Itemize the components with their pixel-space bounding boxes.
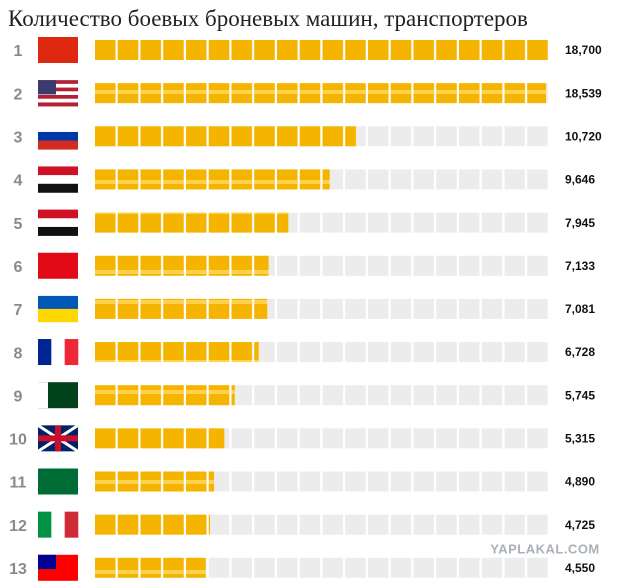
bar (95, 298, 268, 319)
flag-part (38, 91, 78, 96)
flag-part (64, 511, 79, 538)
flag-part (64, 339, 79, 366)
bar (95, 342, 259, 363)
flag-part (38, 218, 78, 228)
flag (38, 554, 78, 581)
flag-part (38, 80, 56, 95)
rank-label: 11 (10, 475, 27, 492)
flag (38, 37, 78, 63)
flag-part (38, 166, 78, 176)
rank-label: 13 (9, 561, 27, 578)
bar (95, 126, 356, 147)
value-label: 7,133 (565, 259, 595, 273)
flag-part (51, 339, 65, 366)
value-label: 9,646 (565, 173, 595, 187)
value-label: 5,745 (565, 388, 595, 402)
value-label: 10,720 (565, 129, 602, 143)
flag-part (38, 175, 78, 185)
rank-label: 1 (14, 43, 23, 60)
bar (95, 83, 547, 104)
flag-part (38, 295, 78, 310)
bar-track (95, 557, 550, 578)
flag-part (38, 435, 78, 442)
value-label: 18,700 (565, 43, 602, 57)
value-label: 4,550 (565, 561, 595, 575)
bar (95, 169, 330, 190)
bar (95, 385, 235, 406)
flag-part (38, 511, 52, 538)
rank-label: 3 (14, 130, 23, 147)
flag (38, 468, 78, 495)
flag-part (38, 468, 78, 495)
flag-part (38, 80, 78, 85)
chart-title: Количество боевых броневых машин, трансп… (8, 6, 528, 31)
flag (37, 424, 79, 453)
bar (95, 212, 289, 233)
flag-part (38, 252, 78, 279)
flag-part (38, 98, 78, 103)
flag-part (38, 554, 56, 570)
bar (95, 428, 225, 449)
flag-part (38, 95, 78, 100)
flag-part (38, 183, 78, 193)
flag-part (38, 226, 78, 236)
value-label: 6,728 (565, 345, 595, 359)
rank-label: 12 (9, 518, 27, 535)
bar (95, 514, 210, 535)
rank-label: 6 (14, 259, 23, 276)
flag-part (38, 83, 78, 88)
flag (38, 382, 78, 409)
bar (95, 40, 550, 60)
bar (95, 255, 269, 276)
rank-label: 7 (14, 302, 23, 319)
flag-part (38, 37, 78, 63)
value-label: 4,890 (565, 475, 595, 489)
rank-label: 9 (14, 388, 23, 405)
flag (38, 511, 79, 538)
bar (95, 557, 206, 578)
flag-part (38, 87, 78, 92)
flag-part (38, 131, 78, 141)
value-label: 5,315 (565, 432, 595, 446)
flag (38, 295, 78, 323)
value-label: 4,725 (565, 518, 595, 532)
rank-label: 2 (14, 86, 23, 103)
flag (38, 339, 79, 366)
flag-part (38, 123, 78, 133)
flag-part (51, 511, 65, 538)
flag-part (38, 382, 48, 409)
rank-label: 8 (14, 345, 23, 362)
flag (38, 80, 78, 107)
watermark: YAPLAKAL.COM (490, 541, 600, 556)
flag-part (38, 209, 78, 219)
flag-part (38, 339, 52, 366)
flag (38, 123, 78, 150)
flag-part (38, 308, 78, 323)
bar (95, 471, 214, 492)
rank-label: 5 (14, 216, 23, 233)
flag (38, 209, 78, 236)
flag (38, 166, 78, 193)
value-label: 7,081 (565, 302, 595, 316)
rank-label: 10 (9, 432, 27, 449)
flag-part (38, 102, 78, 107)
value-label: 18,539 (565, 86, 602, 100)
flag-part (38, 140, 78, 150)
flag (38, 252, 78, 279)
value-label: 7,945 (565, 216, 595, 230)
rank-label: 4 (14, 173, 23, 190)
